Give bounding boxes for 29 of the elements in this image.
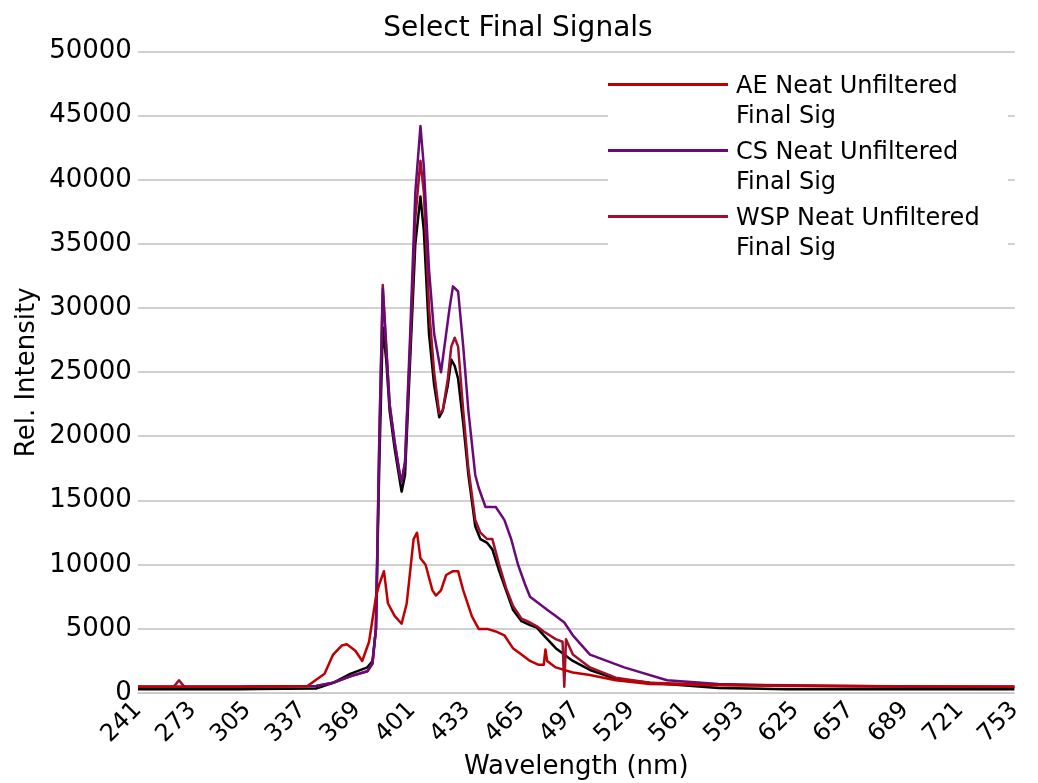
y-tick-label: 35000 [49,226,132,257]
legend-label: CS Neat Unfiltered Final Sig [736,136,960,196]
y-tick-label: 5000 [65,611,132,642]
x-tick-label: 369 [313,695,366,748]
y-tick-label: 40000 [49,162,132,193]
legend-label: WSP Neat Unfiltered Final Sig [736,202,981,262]
chart-title: Select Final Signals [383,10,653,44]
x-tick-label: 753 [971,695,1024,748]
x-tick-label: 465 [477,695,531,748]
x-tick-label: 529 [587,695,640,748]
x-tick-label: 401 [368,695,421,748]
x-tick-label: 561 [642,695,695,748]
y-tick-label: 30000 [49,290,132,321]
x-axis-title: Wavelength (nm) [463,750,689,781]
y-tick-label: 45000 [49,98,132,129]
x-tick-label: 721 [916,695,969,748]
y-tick-label: 50000 [49,34,132,65]
y-tick-label: 25000 [49,355,132,386]
y-tick-label: 20000 [49,419,132,450]
x-tick-label: 305 [203,695,257,748]
x-tick-label: 625 [751,695,805,748]
x-tick-label: 433 [423,695,476,748]
x-tick-label: 657 [806,695,859,748]
y-axis-title: Rel. Intensity [10,287,41,458]
y-tick-label: 15000 [49,483,132,514]
x-tick-label: 497 [532,695,585,748]
y-tick-label: 10000 [49,547,132,578]
x-tick-label: 689 [861,695,914,748]
legend-label: AE Neat Unfiltered Final Sig [736,70,959,130]
